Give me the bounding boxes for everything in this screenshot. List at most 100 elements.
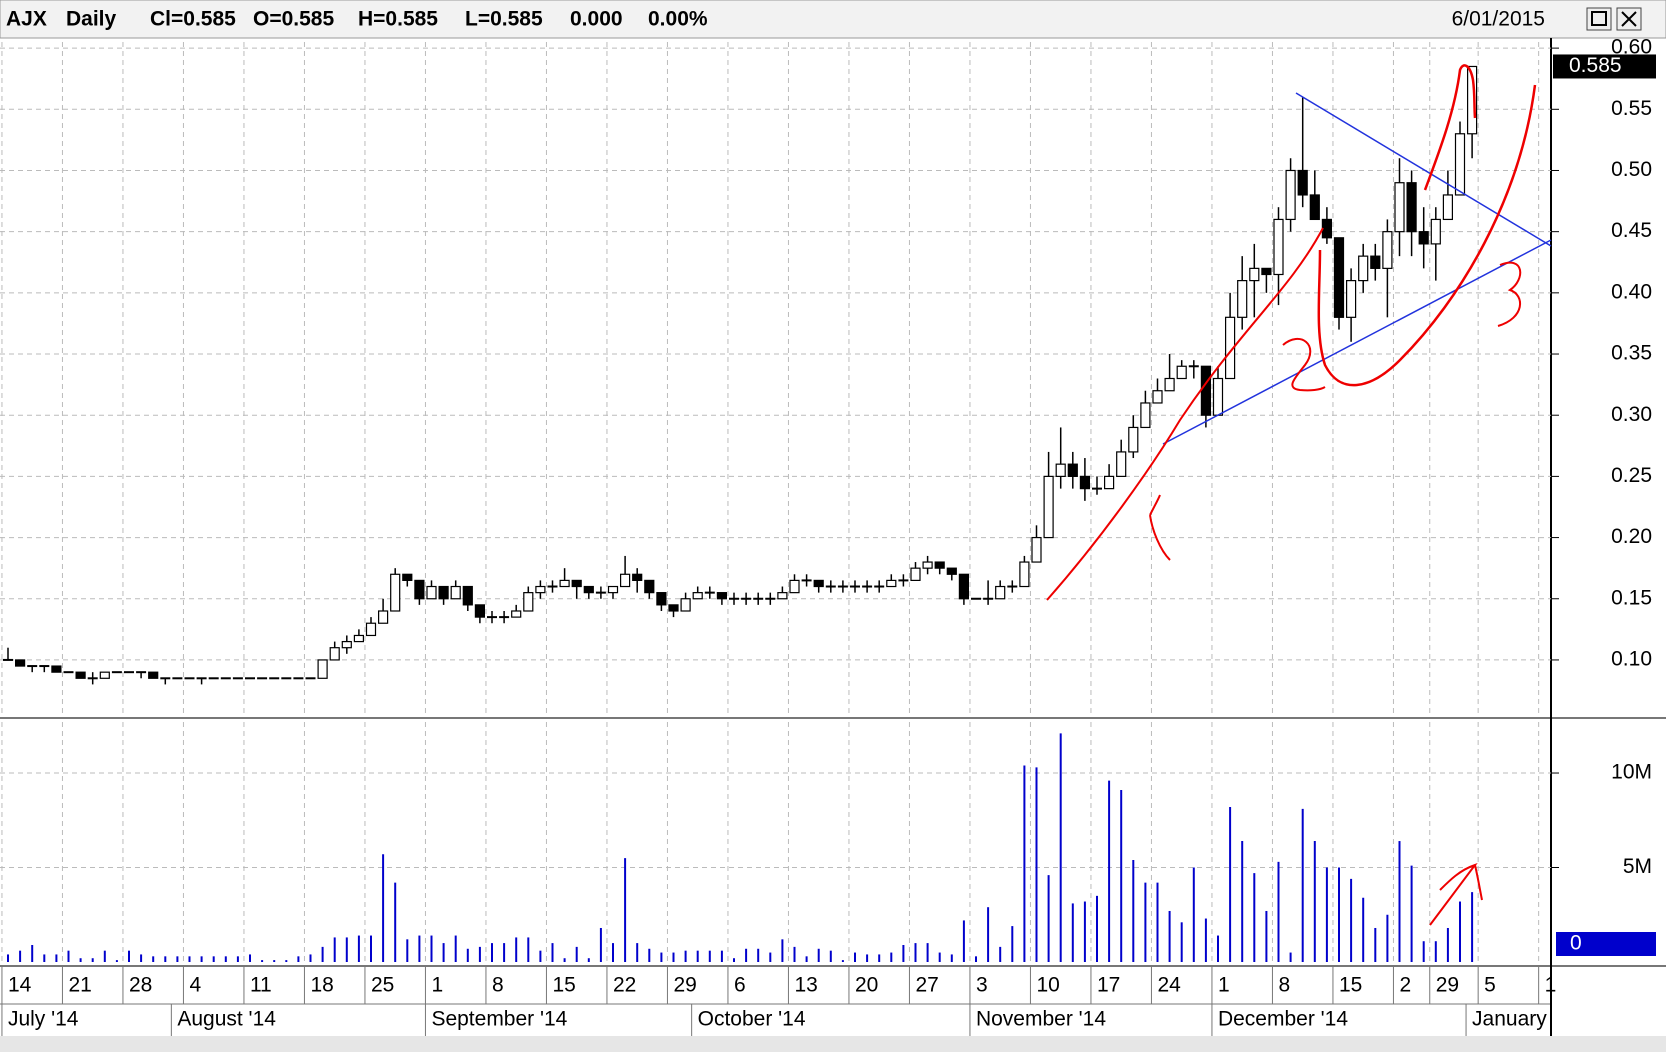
x-tick-label: 24 bbox=[1157, 974, 1181, 997]
candle-body bbox=[644, 579, 655, 594]
x-tick-label: 22 bbox=[613, 974, 636, 997]
hand-curve bbox=[1317, 84, 1537, 387]
candle-body bbox=[1466, 65, 1478, 135]
candle-body bbox=[511, 610, 522, 618]
candle-body bbox=[958, 573, 970, 600]
candle-body bbox=[910, 567, 921, 581]
x-tick-label: 8 bbox=[492, 974, 504, 997]
candle-body bbox=[813, 579, 824, 588]
candle-body bbox=[329, 647, 340, 661]
x-tick-label: 28 bbox=[129, 974, 152, 997]
quote-low: L=0.585 bbox=[465, 8, 543, 31]
candle-body bbox=[571, 579, 582, 588]
symbol: AJX bbox=[6, 8, 47, 31]
candle-body bbox=[1031, 536, 1042, 563]
close-button[interactable] bbox=[1616, 7, 1642, 31]
month-label: September '14 bbox=[431, 1008, 567, 1031]
candle-body bbox=[438, 585, 449, 600]
hand-arrow bbox=[1429, 863, 1483, 926]
y-tick-label: 0.20 bbox=[1611, 525, 1652, 548]
candle-body bbox=[668, 604, 679, 612]
volume-tick-label: 5M bbox=[1623, 855, 1652, 878]
candle-body bbox=[317, 659, 328, 679]
maximize-button[interactable] bbox=[1586, 7, 1612, 31]
candle-body bbox=[535, 585, 546, 594]
month-label: October '14 bbox=[698, 1008, 806, 1031]
candle-body bbox=[922, 561, 933, 569]
trend-line bbox=[1295, 92, 1552, 247]
period: Daily bbox=[66, 8, 117, 31]
candle-body bbox=[99, 671, 110, 679]
x-tick-label: 18 bbox=[310, 974, 333, 997]
candle-body bbox=[414, 579, 425, 600]
candle-body bbox=[692, 592, 703, 600]
candle-body bbox=[1285, 169, 1296, 221]
x-tick-label: 1 bbox=[1545, 974, 1557, 997]
candle-body bbox=[426, 585, 437, 600]
candle-body bbox=[1333, 237, 1345, 318]
candle-body bbox=[632, 573, 643, 581]
candle-body bbox=[1297, 169, 1308, 196]
button-icon[interactable] bbox=[1621, 11, 1637, 27]
month-label: December '14 bbox=[1218, 1008, 1348, 1031]
candle-body bbox=[1103, 475, 1115, 490]
candle-body bbox=[1043, 475, 1054, 539]
candle-body bbox=[1261, 267, 1272, 276]
candle-body bbox=[1200, 365, 1212, 416]
month-label: July '14 bbox=[8, 1008, 79, 1031]
candle-body bbox=[1358, 255, 1369, 282]
button-icon[interactable] bbox=[1591, 11, 1607, 26]
quote-percent: 0.00% bbox=[648, 8, 708, 31]
candle-body bbox=[1273, 218, 1284, 276]
x-tick-label: 20 bbox=[855, 974, 878, 997]
candle-body bbox=[365, 622, 377, 637]
trend-line bbox=[1162, 239, 1552, 445]
x-tick-label: 25 bbox=[371, 974, 394, 997]
y-tick-label: 0.25 bbox=[1611, 464, 1652, 487]
candle-body bbox=[1140, 402, 1151, 429]
hand-mark bbox=[1149, 494, 1171, 561]
candle-body bbox=[1418, 231, 1429, 245]
x-tick-label: 11 bbox=[250, 974, 272, 997]
last-price-box bbox=[1553, 54, 1656, 79]
hand-curve bbox=[1423, 64, 1477, 191]
candle-body bbox=[353, 634, 364, 643]
candle-body bbox=[15, 659, 26, 667]
candle-body bbox=[341, 640, 352, 649]
candle-body bbox=[1382, 231, 1393, 269]
candle-body bbox=[462, 585, 473, 606]
candle-body bbox=[583, 585, 594, 594]
x-tick-label: 21 bbox=[68, 974, 91, 997]
y-tick-label: 0.10 bbox=[1611, 647, 1652, 670]
candle-body bbox=[1237, 280, 1248, 318]
candle-body bbox=[1152, 390, 1163, 404]
candle-body bbox=[1394, 182, 1405, 233]
annotations bbox=[1046, 64, 1552, 926]
x-tick-label: 15 bbox=[1339, 974, 1362, 997]
x-tick-label: 17 bbox=[1097, 974, 1120, 997]
candle-body bbox=[1345, 280, 1357, 318]
candle-body bbox=[559, 579, 570, 588]
month-label: November '14 bbox=[976, 1008, 1106, 1031]
y-tick-label: 0.35 bbox=[1611, 342, 1652, 365]
y-tick-label: 0.55 bbox=[1611, 97, 1652, 120]
y-tick-label: 0.40 bbox=[1611, 280, 1652, 303]
candle-body bbox=[523, 592, 534, 612]
candle-body bbox=[474, 604, 485, 618]
candle-body bbox=[1164, 377, 1175, 392]
candle-body bbox=[886, 579, 897, 588]
candle-body bbox=[1128, 426, 1139, 453]
x-tick-label: 13 bbox=[794, 974, 817, 997]
candle-body bbox=[1116, 451, 1127, 477]
date: 6/01/2015 bbox=[1452, 8, 1545, 31]
x-tick-label: 1 bbox=[431, 974, 443, 997]
x-tick-label: 1 bbox=[1218, 974, 1230, 997]
candle-body bbox=[1406, 182, 1417, 233]
candle-body bbox=[1309, 194, 1320, 221]
scrollbar[interactable] bbox=[0, 1036, 1666, 1052]
candle-body bbox=[51, 665, 62, 673]
candle-body bbox=[1224, 316, 1236, 380]
candle-body bbox=[1176, 365, 1187, 380]
